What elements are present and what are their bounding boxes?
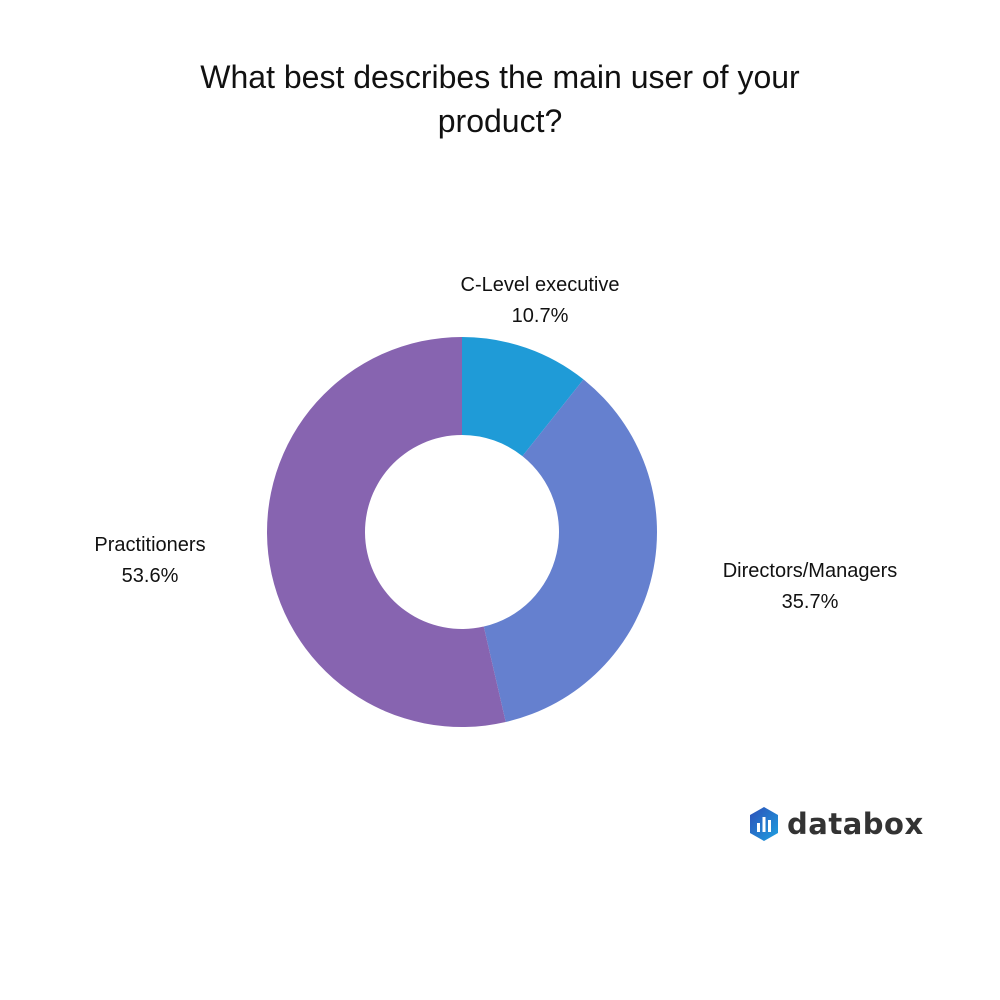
- slice-label-text: Directors/Managers: [722, 560, 898, 582]
- databox-logo-icon: [750, 807, 778, 841]
- databox-logo: databox: [748, 806, 924, 842]
- databox-logo-text: databox: [787, 807, 924, 841]
- donut-slice-directors-managers: [483, 379, 657, 723]
- slice-label-value: 35.7%: [781, 591, 839, 613]
- slice-label-practitioners: Practitioners 53.6%: [50, 530, 250, 592]
- slice-label-c-level: C-Level executive 10.7%: [400, 270, 680, 332]
- donut-slice-c-level-executive: [462, 337, 584, 457]
- chart-title: What best describes the main user of you…: [200, 59, 800, 139]
- slice-label-value: 10.7%: [511, 305, 569, 327]
- donut-slice-practitioners: [267, 337, 506, 727]
- slice-label-text: Practitioners: [94, 534, 206, 556]
- slice-label-directors: Directors/Managers 35.7%: [680, 556, 940, 618]
- slice-label-text: C-Level executive: [460, 274, 620, 296]
- slice-label-value: 53.6%: [121, 565, 179, 587]
